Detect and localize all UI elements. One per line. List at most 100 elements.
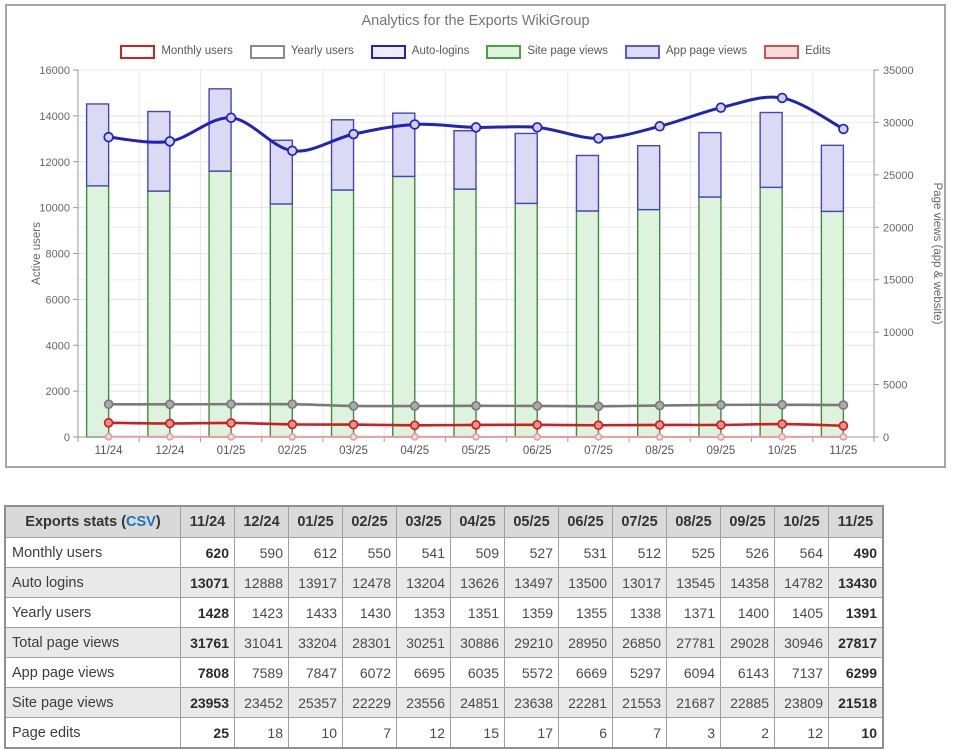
table-row-auto-logins: Auto logins 13071 12888 13917 12478 13204 1362… [4,567,884,598]
y-axis-right-labels: 0 5000 10000 15000 20000 25000 30000 35000 [874,65,914,444]
cell: 12888 [234,567,289,598]
cell: 1428 [180,597,235,628]
cell: 490 [828,537,884,568]
svg-text:35000: 35000 [883,65,914,77]
svg-text:0: 0 [64,432,70,444]
cell: 21553 [612,687,667,718]
legend-item-edits[interactable]: Edits [764,45,831,59]
legend-label: Yearly users [290,45,354,58]
cell: 526 [720,537,775,568]
paren-close: ) [155,514,161,530]
svg-text:07/25: 07/25 [584,445,613,457]
table-row-site-page-views: Site page views 23953 23452 25357 22229 23556… [4,687,884,718]
svg-text:8000: 8000 [46,249,70,261]
analytics-chart-panel: Analytics for the Exports WikiGroup Mont… [5,4,946,468]
paren-open: ( [117,514,127,530]
cell: 7847 [288,657,343,688]
legend-item-app-page-views[interactable]: App page views [624,45,747,59]
svg-text:12/24: 12/24 [155,445,184,457]
svg-text:10/25: 10/25 [768,445,797,457]
cell: 1353 [396,597,451,628]
cell: 1405 [774,597,829,628]
legend-swatch [764,45,800,59]
cell: 590 [234,537,289,568]
legend-item-auto-logins[interactable]: Auto-logins [370,45,469,59]
cell: 18 [234,717,289,749]
cell: 13017 [612,567,667,598]
row-label: Monthly users [4,537,181,568]
series-app-page-views [85,88,845,213]
cell: 1338 [612,597,667,628]
column-header-04-25: 04/25 [450,505,505,538]
legend-item-site-page-views[interactable]: Site page views [486,45,608,59]
cell: 6669 [558,657,613,688]
cell: 531 [558,537,613,568]
legend-swatch [120,45,156,59]
cell: 6035 [450,657,505,688]
cell: 13917 [288,567,343,598]
cell: 7137 [774,657,829,688]
cell: 13500 [558,567,613,598]
cell: 14358 [720,567,775,598]
cell: 13430 [828,567,884,598]
legend-swatch [486,45,522,59]
svg-text:0: 0 [883,432,889,444]
cell: 13497 [504,567,559,598]
cell: 15 [450,717,505,749]
series-auto-logins [103,92,849,157]
cell: 21518 [828,687,884,718]
stats-table-panel: Exports stats (CSV) 11/24 12/24 01/25 02/25… [4,505,884,749]
cell: 6094 [666,657,721,688]
cell: 6072 [342,657,397,688]
legend-item-monthly-users[interactable]: Monthly users [120,45,233,59]
svg-text:03/25: 03/25 [339,445,368,457]
cell: 2 [720,717,775,749]
cell: 31761 [180,627,235,658]
series-site-page-views [85,170,845,438]
cell: 23638 [504,687,559,718]
svg-text:09/25: 09/25 [707,445,736,457]
cell: 6 [558,717,613,749]
cell: 1359 [504,597,559,628]
svg-text:20000: 20000 [883,222,914,234]
row-label: Total page views [4,627,181,658]
column-header-12-24: 12/24 [234,505,289,538]
cell: 21687 [666,687,721,718]
svg-text:08/25: 08/25 [645,445,674,457]
cell: 6695 [396,657,451,688]
cell: 27781 [666,627,721,658]
column-header-02-25: 02/25 [342,505,397,538]
row-label: Auto logins [4,567,181,598]
svg-text:01/25: 01/25 [217,445,246,457]
legend-label: Edits [805,45,831,58]
column-header-01-25: 01/25 [288,505,343,538]
svg-text:25000: 25000 [883,170,914,182]
csv-link[interactable]: CSV [126,514,156,530]
table-row-monthly-users: Monthly users 620 590 612 550 541 509 527 531 512… [4,537,884,568]
cell: 14782 [774,567,829,598]
cell: 28950 [558,627,613,658]
cell: 541 [396,537,451,568]
series-edits [104,432,848,441]
cell: 6299 [828,657,884,688]
cell: 512 [612,537,667,568]
column-header-07-25: 07/25 [612,505,667,538]
cell: 31041 [234,627,289,658]
svg-text:5000: 5000 [883,380,907,392]
svg-text:02/25: 02/25 [278,445,307,457]
cell: 23452 [234,687,289,718]
table-header-row: Exports stats (CSV) 11/24 12/24 01/25 02/25… [4,505,884,538]
column-header-09-25: 09/25 [720,505,775,538]
row-label: App page views [4,657,181,688]
svg-text:06/25: 06/25 [523,445,552,457]
row-label: Page edits [4,717,181,749]
cell: 30886 [450,627,505,658]
svg-text:11/24: 11/24 [95,445,124,457]
svg-text:6000: 6000 [46,294,70,306]
cell: 509 [450,537,505,568]
cell: 22229 [342,687,397,718]
legend-item-yearly-users[interactable]: Yearly users [249,45,354,59]
cell: 22281 [558,687,613,718]
cell: 1430 [342,597,397,628]
svg-text:16000: 16000 [39,65,70,77]
